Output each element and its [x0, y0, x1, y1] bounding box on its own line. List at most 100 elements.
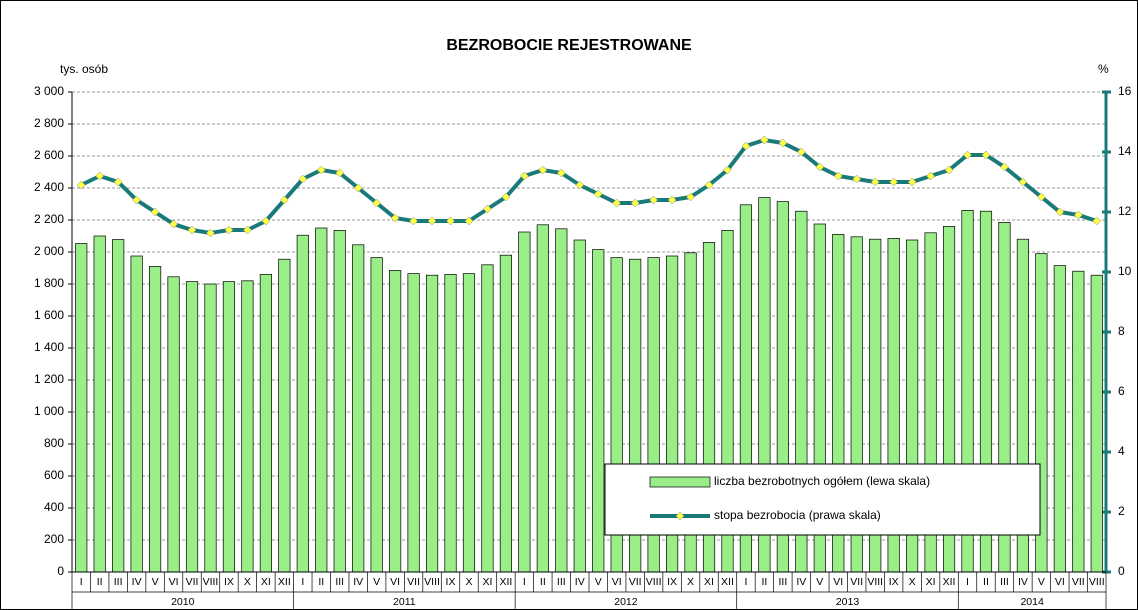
- bar: [1053, 265, 1066, 573]
- line-marker: [833, 171, 843, 181]
- line-marker: [907, 177, 917, 187]
- bar: [149, 266, 162, 573]
- x-tick-label: X: [687, 576, 694, 588]
- x-tick-label: VII: [186, 576, 199, 588]
- line-marker: [243, 225, 252, 235]
- line-marker: [741, 141, 751, 151]
- x-tick-label: II: [761, 576, 767, 588]
- x-tick-label: IX: [889, 576, 899, 588]
- year-label: 2014: [1020, 596, 1044, 608]
- bar: [592, 249, 605, 573]
- y-tick-label: 600: [44, 468, 64, 482]
- line-marker: [1055, 207, 1065, 217]
- legend-swatch: [649, 476, 711, 488]
- line-marker: [944, 165, 954, 175]
- y2-tick-label: 12: [1118, 204, 1132, 218]
- line-marker: [778, 138, 788, 148]
- x-tick-label: XI: [704, 576, 714, 588]
- y2-axis-label: %: [1098, 62, 1109, 76]
- bar: [407, 273, 420, 573]
- bar: [112, 239, 125, 573]
- x-tick-label: XI: [482, 576, 492, 588]
- line-marker: [889, 177, 899, 187]
- x-tick-label: VIII: [203, 576, 219, 588]
- x-tick-label: II: [540, 576, 546, 588]
- y2-tick-label: 16: [1118, 84, 1132, 98]
- line-marker: [981, 150, 991, 160]
- x-tick-label: II: [97, 576, 103, 588]
- bar: [185, 281, 199, 573]
- line-marker: [279, 195, 289, 205]
- line-marker: [963, 150, 972, 160]
- line-marker: [335, 168, 345, 178]
- y-tick-label: 400: [44, 500, 64, 514]
- x-tick-label: VI: [1055, 576, 1065, 588]
- y-tick-label: 800: [44, 436, 64, 450]
- bar: [389, 270, 402, 573]
- x-tick-label: III: [557, 576, 566, 588]
- line-marker: [501, 192, 511, 202]
- line-marker: [1092, 216, 1102, 226]
- bar: [444, 274, 457, 573]
- bar: [462, 273, 476, 573]
- bar: [425, 274, 439, 573]
- line-marker: [760, 135, 769, 145]
- line-marker: [556, 168, 566, 178]
- line-marker: [1037, 192, 1046, 202]
- y-tick-label: 2 200: [34, 212, 64, 226]
- x-tick-label: VII: [407, 576, 420, 588]
- y-tick-label: 2 600: [34, 148, 64, 162]
- x-tick-label: II: [983, 576, 989, 588]
- year-label: 2012: [614, 596, 638, 608]
- bar: [278, 258, 291, 573]
- legend-label: stopa bezrobocia (prawa skala): [714, 508, 881, 522]
- x-tick-label: VII: [850, 576, 863, 588]
- line-marker: [353, 183, 363, 193]
- line-marker: [926, 171, 935, 181]
- y2-tick-label: 6: [1118, 384, 1125, 398]
- bar: [93, 235, 106, 573]
- x-tick-label: VIII: [424, 576, 440, 588]
- x-tick-label: VII: [629, 576, 642, 588]
- bar: [1072, 270, 1085, 573]
- y2-tick-label: 8: [1118, 324, 1125, 338]
- line-marker: [261, 216, 271, 226]
- x-tick-label: IV: [575, 576, 585, 588]
- line-marker: [390, 213, 400, 223]
- bar: [1090, 274, 1103, 573]
- x-tick-label: VI: [833, 576, 843, 588]
- line-marker: [113, 177, 123, 187]
- x-tick-label: VIII: [867, 576, 883, 588]
- line-marker: [538, 165, 548, 175]
- line-marker: [316, 165, 326, 175]
- line-marker: [649, 195, 658, 205]
- y-tick-label: 1 400: [34, 340, 64, 354]
- line-marker: [667, 195, 677, 205]
- chart-title: BEZROBOCIE REJESTROWANE: [446, 37, 692, 54]
- bar: [222, 281, 236, 573]
- legend: [604, 463, 1041, 536]
- y2-tick-label: 2: [1118, 504, 1125, 518]
- line-marker: [612, 198, 622, 208]
- y-tick-label: 1 800: [34, 276, 64, 290]
- line-marker: [704, 180, 714, 190]
- y-tick-label: 1 000: [34, 404, 64, 418]
- bar: [130, 255, 143, 573]
- y-tick-label: 2 800: [34, 116, 64, 130]
- year-label: 2010: [171, 596, 195, 608]
- x-tick-label: XII: [943, 576, 956, 588]
- x-tick-label: XII: [721, 576, 734, 588]
- x-tick-label: X: [465, 576, 472, 588]
- legend-label: liczba bezrobotnych ogółem (lewa skala): [714, 474, 930, 488]
- x-tick-label: VII: [1072, 576, 1085, 588]
- x-tick-label: XI: [261, 576, 271, 588]
- x-tick-label: X: [244, 576, 251, 588]
- line-marker: [95, 171, 105, 181]
- x-tick-label: I: [80, 576, 83, 588]
- line-marker: [870, 177, 880, 187]
- line-marker: [575, 180, 585, 190]
- bar: [75, 243, 88, 573]
- bar: [499, 254, 512, 573]
- y-axis-label: tys. osób: [60, 62, 108, 76]
- bar: [352, 244, 365, 573]
